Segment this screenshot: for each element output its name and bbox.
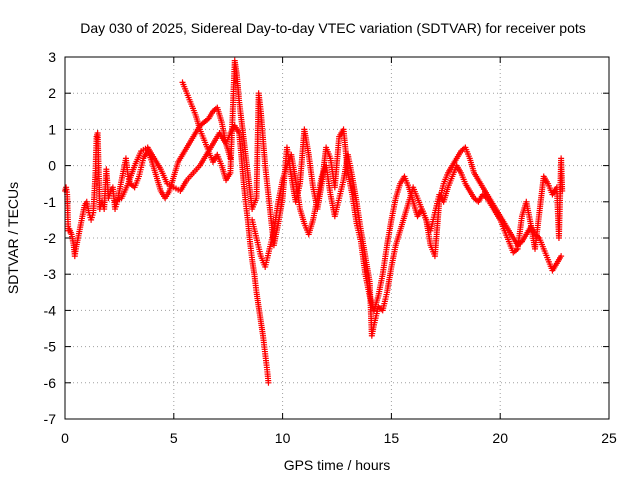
y-tick-label: -4 xyxy=(44,302,57,318)
data-point-series-3 xyxy=(559,187,566,194)
x-axis-label: GPS time / hours xyxy=(284,457,391,473)
plot-frame xyxy=(64,56,610,420)
x-tick-label: 25 xyxy=(601,430,617,446)
data-point-series-3 xyxy=(227,155,234,162)
x-tick-label: 15 xyxy=(384,430,400,446)
x-tick-label: 20 xyxy=(492,430,508,446)
chart-title: Day 030 of 2025, Sidereal Day-to-day VTE… xyxy=(80,20,586,36)
y-tick-label: -5 xyxy=(44,339,57,355)
data-point-series-1 xyxy=(265,379,272,386)
x-tick-label: 10 xyxy=(275,430,291,446)
y-tick-labels: -7 -6 -5 -4 -3 -2 -1 0 1 2 3 xyxy=(44,49,57,427)
y-tick-label: -2 xyxy=(44,230,57,246)
x-tick-labels: 0 5 10 15 20 25 xyxy=(61,430,617,446)
x-tick-label: 5 xyxy=(170,430,178,446)
y-tick-label: -6 xyxy=(44,375,57,391)
data-points xyxy=(62,57,566,386)
data-point-series-2 xyxy=(558,253,565,260)
y-tick-label: -7 xyxy=(44,411,57,427)
y-tick-label: 0 xyxy=(48,158,56,174)
grid-lines xyxy=(65,57,609,419)
y-tick-label: -1 xyxy=(44,194,57,210)
y-tick-label: 1 xyxy=(48,121,56,137)
x-tick-label: 0 xyxy=(61,430,69,446)
y-tick-label: 2 xyxy=(48,85,56,101)
y-tick-label: 3 xyxy=(48,49,56,65)
y-axis-label: SDTVAR / TECUs xyxy=(5,182,21,294)
y-tick-label: -3 xyxy=(44,266,57,282)
